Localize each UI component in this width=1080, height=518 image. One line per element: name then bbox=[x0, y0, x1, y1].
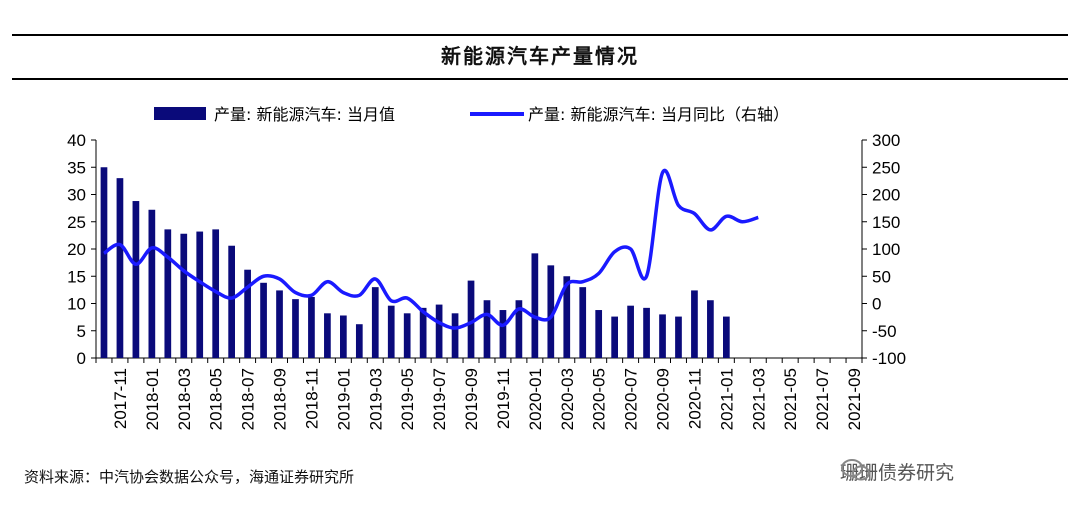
left-tick-label: 25 bbox=[67, 213, 86, 232]
x-tick-label: 2019-05 bbox=[398, 368, 417, 430]
chart-title: 新能源汽车产量情况 bbox=[441, 44, 639, 68]
x-tick-label: 2017-11 bbox=[111, 368, 130, 429]
yoy-line bbox=[102, 168, 759, 330]
x-tick-label: 2020-09 bbox=[654, 368, 673, 430]
bar bbox=[659, 314, 666, 358]
bar bbox=[260, 282, 267, 358]
x-tick-label: 2019-11 bbox=[494, 368, 513, 429]
bar bbox=[228, 245, 235, 358]
bar bbox=[675, 316, 682, 358]
bar bbox=[595, 310, 603, 358]
x-tick-label: 2018-03 bbox=[175, 368, 194, 430]
bar bbox=[387, 305, 395, 358]
line-series bbox=[102, 168, 759, 330]
bar bbox=[324, 313, 331, 358]
axes: 0 5 10 15 20 25 30 35 40 -100 -50 0 50 100 150 200 250 30… bbox=[67, 131, 906, 430]
source-note: 资料来源：中汽协会数据公众号，海通证券研究所 bbox=[24, 468, 355, 486]
legend-bar-swatch bbox=[154, 107, 206, 120]
bar bbox=[276, 290, 283, 358]
legend: 产量: 新能源汽车: 当月值 产量: 新能源汽车: 当月同比（右轴） bbox=[154, 105, 789, 124]
x-tick-label: 2020-01 bbox=[526, 368, 545, 430]
bar bbox=[531, 253, 539, 358]
bar bbox=[483, 300, 491, 358]
left-tick-label: 35 bbox=[67, 158, 86, 177]
bar bbox=[180, 233, 188, 358]
right-tick-label: 0 bbox=[872, 295, 881, 314]
x-tick-label: 2019-07 bbox=[430, 368, 449, 430]
x-tick-label: 2020-11 bbox=[685, 368, 704, 429]
bar bbox=[611, 316, 618, 358]
bar bbox=[403, 313, 411, 358]
left-tick-label: 0 bbox=[77, 349, 86, 368]
bar bbox=[132, 201, 140, 358]
bar bbox=[691, 290, 698, 358]
bar bbox=[467, 280, 475, 358]
left-tick-label: 30 bbox=[67, 186, 86, 205]
bar bbox=[148, 209, 156, 358]
bar bbox=[627, 305, 634, 358]
x-tick-label: 2021-01 bbox=[717, 368, 736, 430]
left-tick-label: 10 bbox=[67, 295, 86, 314]
legend-bar-label: 产量: 新能源汽车: 当月值 bbox=[214, 105, 395, 124]
x-tick-label: 2018-05 bbox=[207, 368, 226, 430]
bar bbox=[419, 307, 427, 358]
x-tick-label: 2019-09 bbox=[462, 368, 481, 430]
x-tick-label: 2020-03 bbox=[558, 368, 577, 430]
right-tick-label: 250 bbox=[872, 158, 900, 177]
right-tick-label: -50 bbox=[872, 322, 897, 341]
bar bbox=[515, 300, 523, 358]
x-tick-label: 2021-09 bbox=[845, 368, 864, 430]
bar bbox=[244, 269, 251, 358]
bar bbox=[579, 287, 587, 358]
x-tick-label: 2019-03 bbox=[366, 368, 385, 430]
watermark: 珊珊债券研究 bbox=[840, 458, 954, 485]
bar-series bbox=[100, 167, 730, 358]
bar bbox=[563, 276, 571, 358]
bar bbox=[547, 265, 555, 358]
right-tick-label: 150 bbox=[872, 213, 900, 232]
bar bbox=[212, 229, 220, 358]
bar bbox=[435, 304, 443, 358]
bar bbox=[308, 296, 315, 358]
wechat-icon bbox=[841, 459, 870, 481]
x-tick-label: 2018-09 bbox=[271, 368, 290, 430]
bar bbox=[371, 287, 379, 358]
bar bbox=[707, 300, 714, 358]
bar bbox=[116, 178, 124, 358]
bar bbox=[643, 307, 650, 358]
bar bbox=[196, 231, 204, 358]
x-tick-label: 2020-07 bbox=[622, 368, 641, 430]
top-rule bbox=[12, 34, 1068, 36]
left-tick-label: 20 bbox=[67, 240, 86, 259]
x-tick-label: 2018-07 bbox=[239, 368, 258, 430]
bar bbox=[292, 299, 299, 358]
left-tick-label: 40 bbox=[67, 131, 86, 150]
right-tick-label: 100 bbox=[872, 240, 900, 259]
left-tick-label: 5 bbox=[77, 322, 86, 341]
x-tick-label: 2019-01 bbox=[334, 368, 353, 430]
left-tick-label: 15 bbox=[67, 267, 86, 286]
right-tick-label: 300 bbox=[872, 131, 900, 150]
title-underline bbox=[12, 78, 1068, 80]
watermark-text: 珊珊债券研究 bbox=[840, 462, 955, 484]
legend-line-label: 产量: 新能源汽车: 当月同比（右轴） bbox=[528, 105, 789, 124]
bar bbox=[499, 310, 507, 358]
x-tick-label: 2020-05 bbox=[590, 368, 609, 430]
x-tick-label: 2018-01 bbox=[143, 368, 162, 430]
x-tick-label: 2021-07 bbox=[813, 368, 832, 430]
bar bbox=[164, 229, 172, 358]
bar bbox=[355, 324, 363, 358]
x-tick-label: 2018-11 bbox=[302, 368, 321, 429]
x-tick-label: 2021-05 bbox=[781, 368, 800, 430]
bar bbox=[451, 313, 459, 358]
right-tick-label: 200 bbox=[872, 186, 900, 205]
bar bbox=[100, 167, 108, 358]
x-tick-label: 2021-03 bbox=[749, 368, 768, 430]
right-tick-label: -100 bbox=[872, 349, 906, 368]
bar bbox=[723, 316, 730, 358]
bar bbox=[340, 315, 347, 358]
right-tick-label: 50 bbox=[872, 267, 891, 286]
